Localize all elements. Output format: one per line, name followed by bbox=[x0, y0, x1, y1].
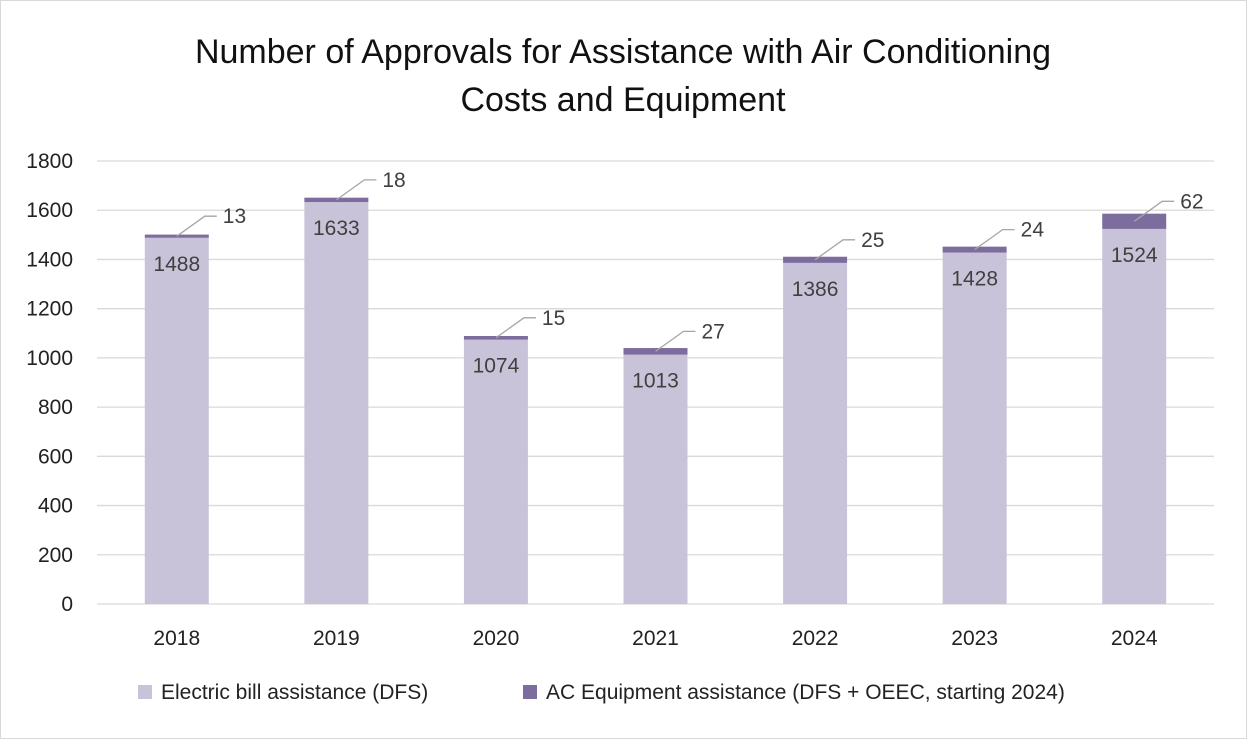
leader-line-2019 bbox=[335, 179, 377, 201]
bar-series: 1488 13 1633 18 1074 15 1013 27 1386 25 1428 24 1524… bbox=[144, 169, 1204, 604]
legend-label-ac: AC Equipment assistance (DFS + OEEC, sta… bbox=[546, 681, 1065, 704]
y-tick-label-400: 400 bbox=[38, 495, 73, 518]
bar-electric-2021 bbox=[623, 354, 688, 604]
bar-ac-2022 bbox=[783, 256, 848, 263]
y-tick-label-1800: 1800 bbox=[26, 150, 73, 173]
y-tick-label-1000: 1000 bbox=[26, 347, 73, 370]
x-tick-label-2023: 2023 bbox=[951, 627, 998, 650]
leader-line-2023 bbox=[974, 228, 1015, 251]
data-label-ac-2022: 25 bbox=[861, 229, 884, 252]
x-axis: 2018 2019 2020 2021 2022 2023 2024 bbox=[153, 627, 1157, 650]
data-label-ac-2020: 15 bbox=[542, 307, 565, 330]
data-label-electric-2023: 1428 bbox=[951, 268, 998, 291]
leader-line-2021 bbox=[655, 330, 696, 352]
leader-line-2018 bbox=[176, 215, 217, 237]
bar-electric-2024 bbox=[1102, 228, 1167, 604]
x-tick-label-2022: 2022 bbox=[792, 627, 839, 650]
leader-line-2024 bbox=[1133, 200, 1175, 222]
data-label-ac-2024: 62 bbox=[1180, 190, 1203, 213]
y-tick-label-600: 600 bbox=[38, 445, 73, 468]
chart-title-line-1: Number of Approvals for Assistance with … bbox=[195, 33, 1051, 71]
y-axis: 0 200 400 600 800 1000 1200 1400 1600 1800 bbox=[26, 150, 73, 616]
legend-swatch-ac bbox=[523, 685, 537, 699]
bar-electric-2018 bbox=[144, 237, 209, 604]
y-tick-label-0: 0 bbox=[61, 593, 73, 616]
bar-electric-2020 bbox=[463, 339, 528, 604]
data-label-electric-2019: 1633 bbox=[313, 217, 360, 240]
legend-label-electric: Electric bill assistance (DFS) bbox=[161, 681, 428, 704]
x-tick-label-2020: 2020 bbox=[473, 627, 520, 650]
x-tick-label-2024: 2024 bbox=[1111, 627, 1158, 650]
bar-electric-2023 bbox=[942, 252, 1007, 604]
x-tick-label-2019: 2019 bbox=[313, 627, 360, 650]
data-label-electric-2020: 1074 bbox=[473, 355, 520, 378]
data-label-ac-2019: 18 bbox=[382, 169, 405, 192]
data-label-ac-2018: 13 bbox=[223, 205, 246, 228]
y-tick-label-1200: 1200 bbox=[26, 298, 73, 321]
leader-line-2020 bbox=[495, 317, 536, 339]
data-label-electric-2018: 1488 bbox=[153, 253, 200, 276]
chart-title-line-2: Costs and Equipment bbox=[460, 81, 786, 119]
data-label-electric-2024: 1524 bbox=[1111, 244, 1158, 267]
legend-swatch-electric bbox=[138, 685, 152, 699]
legend: Electric bill assistance (DFS) AC Equipme… bbox=[138, 681, 1065, 704]
data-label-ac-2023: 24 bbox=[1021, 219, 1045, 242]
bar-electric-2019 bbox=[304, 202, 369, 604]
y-tick-label-800: 800 bbox=[38, 396, 73, 419]
y-tick-label-200: 200 bbox=[38, 544, 73, 567]
x-tick-label-2021: 2021 bbox=[632, 627, 679, 650]
data-label-electric-2021: 1013 bbox=[632, 370, 679, 393]
x-tick-label-2018: 2018 bbox=[153, 627, 200, 650]
data-label-ac-2021: 27 bbox=[702, 320, 725, 343]
bar-electric-2022 bbox=[783, 262, 848, 604]
leader-line-2022 bbox=[814, 239, 856, 261]
y-tick-label-1600: 1600 bbox=[26, 199, 73, 222]
y-tick-label-1400: 1400 bbox=[26, 248, 73, 271]
data-label-electric-2022: 1386 bbox=[792, 278, 839, 301]
